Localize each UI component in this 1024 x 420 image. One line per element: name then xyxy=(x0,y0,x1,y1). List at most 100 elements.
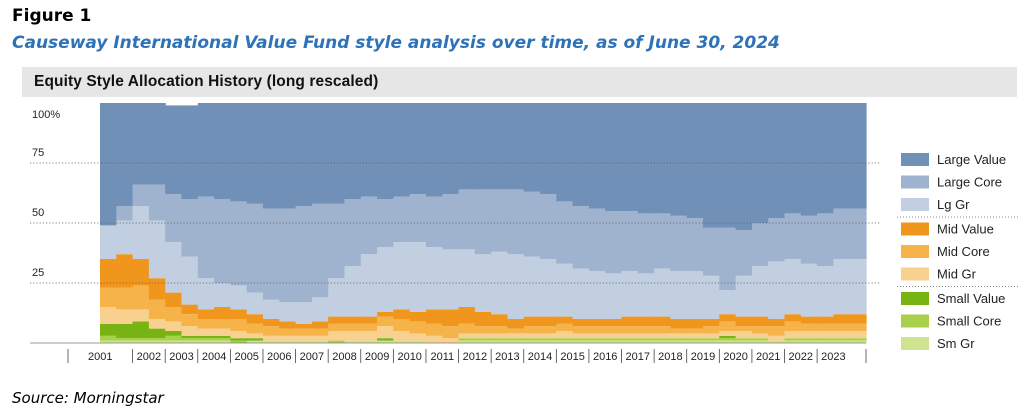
segment-mid-value xyxy=(116,254,134,288)
segment-sm-gr xyxy=(670,340,688,343)
segment-mid-gr xyxy=(100,307,117,324)
segment-lg-gr xyxy=(621,271,639,317)
segment-sm-gr xyxy=(817,340,835,343)
segment-mid-core xyxy=(409,321,427,334)
segment-mid-gr xyxy=(572,333,590,339)
segment-mid-value xyxy=(295,323,313,329)
segment-large-core xyxy=(637,213,655,274)
segment-small-core xyxy=(181,338,199,341)
segment-sm-gr xyxy=(197,340,215,343)
x-tick-label: 2023 xyxy=(821,351,845,363)
segment-sm-gr xyxy=(703,340,720,343)
segment-small-core xyxy=(686,338,704,341)
legend-swatch xyxy=(901,337,929,350)
segment-small-value xyxy=(165,331,183,336)
segment-large-value xyxy=(148,103,166,185)
segment-small-core xyxy=(556,338,574,341)
segment-sm-gr xyxy=(148,340,166,343)
segment-small-core xyxy=(116,338,134,341)
segment-large-value xyxy=(833,103,851,209)
segment-mid-core xyxy=(621,326,639,334)
segment-mid-gr xyxy=(768,335,786,341)
segment-lg-gr xyxy=(833,259,851,315)
segment-sm-gr xyxy=(768,340,786,343)
segment-large-value xyxy=(605,103,623,211)
segment-lg-gr xyxy=(409,242,427,312)
segment-large-core xyxy=(393,196,411,243)
segment-small-core xyxy=(719,338,737,341)
segment-small-value xyxy=(246,338,264,341)
segment-mid-gr xyxy=(637,333,655,339)
segment-mid-value xyxy=(344,316,362,324)
segment-mid-core xyxy=(572,326,590,334)
segment-small-core xyxy=(100,335,117,341)
segment-large-value xyxy=(719,103,737,228)
segment-small-core xyxy=(833,338,851,341)
segment-mid-value xyxy=(491,314,509,327)
x-tick-label: 2021 xyxy=(756,351,780,363)
segment-mid-core xyxy=(507,328,525,334)
segment-large-value xyxy=(344,103,362,199)
gridlines xyxy=(30,162,880,284)
segment-mid-value xyxy=(311,321,329,329)
segment-mid-gr xyxy=(703,333,720,339)
segment-small-core xyxy=(572,338,590,341)
segment-small-core xyxy=(197,338,215,341)
segment-mid-gr xyxy=(165,321,183,331)
x-tick-label: 2001 xyxy=(88,351,112,363)
segment-mid-value xyxy=(148,278,166,300)
segment-mid-core xyxy=(116,287,134,310)
plot-area xyxy=(100,103,867,343)
segment-large-core xyxy=(442,194,460,250)
segment-mid-core xyxy=(295,328,313,336)
segment-sm-gr xyxy=(800,340,818,343)
segment-sm-gr xyxy=(751,340,769,343)
segment-mid-value xyxy=(654,316,672,327)
x-tick-label: 2007 xyxy=(300,351,324,363)
segment-large-core xyxy=(556,201,574,264)
segment-mid-value xyxy=(100,259,117,288)
segment-mid-gr xyxy=(540,333,557,339)
segment-mid-core xyxy=(817,323,835,331)
segment-large-core xyxy=(833,208,851,259)
segment-small-core xyxy=(491,338,509,341)
segment-large-value xyxy=(409,103,427,195)
segment-large-core xyxy=(116,206,134,221)
segment-mid-gr xyxy=(246,333,264,339)
segment-mid-value xyxy=(197,309,215,319)
segment-small-core xyxy=(654,338,672,341)
segment-sm-gr xyxy=(344,340,362,343)
segment-lg-gr xyxy=(540,259,557,317)
segment-large-value xyxy=(132,103,150,185)
segment-mid-gr xyxy=(507,333,525,339)
segment-large-value xyxy=(784,103,802,214)
segment-mid-value xyxy=(751,316,769,327)
segment-large-value xyxy=(670,103,688,216)
segment-mid-value xyxy=(686,319,704,329)
segment-large-value xyxy=(540,103,557,195)
segment-mid-core xyxy=(719,321,737,331)
segment-large-core xyxy=(686,218,704,271)
segment-lg-gr xyxy=(100,225,117,259)
segment-mid-value xyxy=(621,316,639,327)
segment-large-core xyxy=(197,196,215,279)
segment-sm-gr xyxy=(605,340,623,343)
segment-small-core xyxy=(751,338,769,341)
segment-mid-core xyxy=(442,326,460,339)
segment-mid-value xyxy=(377,311,394,317)
segment-large-value xyxy=(328,103,346,204)
segment-large-value xyxy=(474,103,492,190)
segment-small-core xyxy=(605,338,623,341)
segment-lg-gr xyxy=(556,263,574,317)
segment-lg-gr xyxy=(360,254,378,317)
segment-sm-gr xyxy=(719,340,737,343)
segment-large-core xyxy=(132,184,150,207)
segment-lg-gr xyxy=(116,220,134,255)
segment-large-value xyxy=(116,103,134,207)
segment-lg-gr xyxy=(719,290,737,315)
segment-lg-gr xyxy=(654,268,672,317)
segment-lg-gr xyxy=(458,249,476,307)
segment-sm-gr xyxy=(784,340,802,343)
segment-lg-gr xyxy=(817,266,835,317)
segment-mid-gr xyxy=(328,331,346,341)
